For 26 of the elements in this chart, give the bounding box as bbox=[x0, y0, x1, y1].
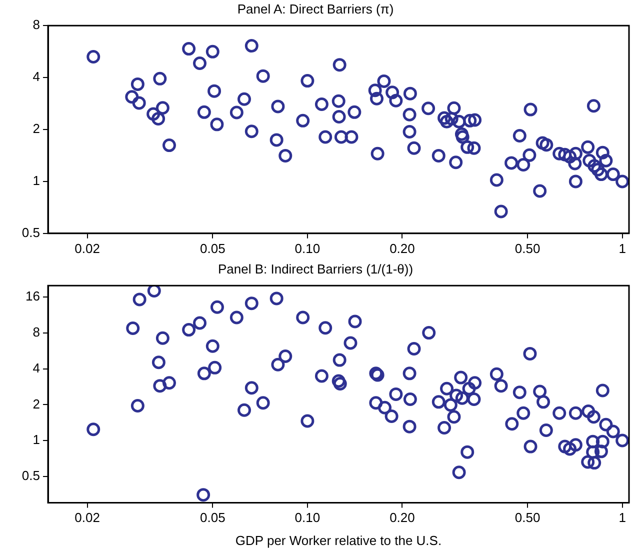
x-tick-label: 0.05 bbox=[200, 510, 226, 526]
x-tick-label: 0.05 bbox=[200, 240, 226, 256]
x-tick-label: 0.20 bbox=[390, 510, 415, 526]
x-tick-label: 0.02 bbox=[74, 510, 100, 526]
y-tick-label: 16 bbox=[26, 288, 40, 304]
y-tick-label: 4 bbox=[32, 69, 40, 84]
x-tick-label: 0.10 bbox=[294, 510, 320, 526]
y-tick-label: 0.5 bbox=[22, 224, 40, 240]
x-axis-title: GDP per Worker relative to the U.S. bbox=[235, 532, 442, 548]
x-tick-label: 1 bbox=[618, 510, 626, 526]
chart-title: Panel A: Direct Barriers (π) bbox=[237, 1, 394, 16]
y-tick-label: 2 bbox=[32, 121, 40, 136]
y-tick-label: 0.5 bbox=[22, 468, 40, 483]
chart-title: Panel B: Indirect Barriers (1/(1-θ)) bbox=[218, 261, 414, 276]
x-tick-label: 0.50 bbox=[514, 510, 540, 526]
y-tick-label: 1 bbox=[32, 173, 40, 188]
x-tick-label: 0.50 bbox=[514, 240, 540, 256]
y-tick-label: 2 bbox=[32, 396, 40, 412]
x-tick-label: 0.02 bbox=[74, 240, 100, 256]
y-tick-label: 8 bbox=[32, 17, 40, 32]
y-tick-label: 8 bbox=[32, 324, 40, 340]
x-tick-label: 0.20 bbox=[390, 240, 415, 256]
x-tick-label: 1 bbox=[618, 240, 626, 256]
y-tick-label: 1 bbox=[32, 432, 40, 448]
y-tick-label: 4 bbox=[32, 360, 40, 376]
x-tick-label: 0.10 bbox=[294, 240, 320, 256]
